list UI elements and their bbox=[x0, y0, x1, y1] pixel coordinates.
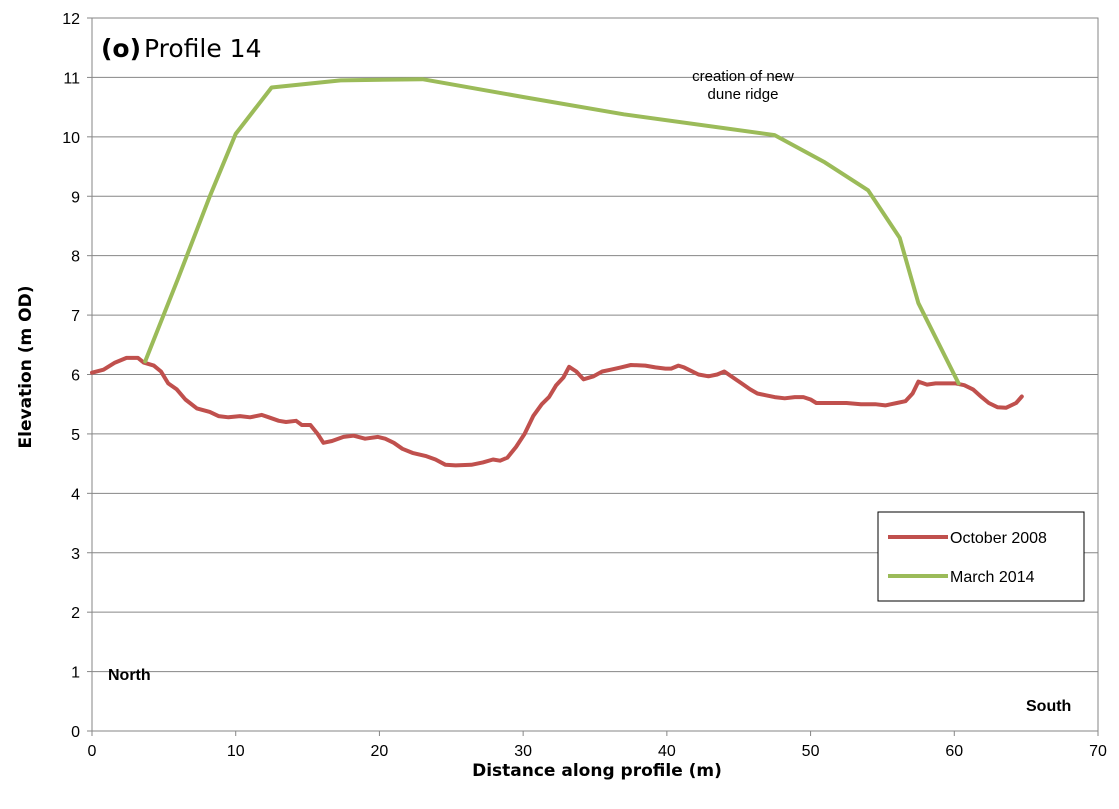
x-tick-label-60: 60 bbox=[945, 743, 963, 760]
x-tick-labels: 0 10 20 30 40 50 60 70 bbox=[88, 743, 1107, 760]
y-tick-label-5: 5 bbox=[71, 427, 80, 444]
x-tick-label-50: 50 bbox=[802, 743, 820, 760]
legend-box bbox=[877, 511, 1085, 602]
x-tick-label-40: 40 bbox=[658, 743, 676, 760]
y-tick-label-9: 9 bbox=[71, 189, 80, 206]
y-tick-label-7: 7 bbox=[71, 308, 80, 325]
y-tick-label-2: 2 bbox=[71, 605, 80, 622]
y-tick-label-12: 12 bbox=[62, 11, 80, 28]
x-tick-label-20: 20 bbox=[371, 743, 389, 760]
direction-south: South bbox=[1026, 698, 1071, 715]
y-tick-label-6: 6 bbox=[71, 368, 80, 385]
series-lines bbox=[90, 77, 1024, 468]
y-tick-label-10: 10 bbox=[62, 130, 80, 147]
series-line-october-2008 bbox=[90, 355, 1024, 468]
annotation-ridge-line2: dune ridge bbox=[708, 86, 779, 103]
annotation-ridge-line1: creation of new bbox=[692, 68, 794, 85]
legend-label-october-2008: October 2008 bbox=[950, 530, 1047, 547]
legend-label-march-2014: March 2014 bbox=[950, 569, 1035, 586]
x-tick-label-70: 70 bbox=[1089, 743, 1107, 760]
horizontal-gridlines bbox=[92, 17, 1098, 673]
x-tick-label-0: 0 bbox=[88, 743, 97, 760]
y-tick-label-1: 1 bbox=[71, 665, 80, 682]
x-tick-label-10: 10 bbox=[227, 743, 245, 760]
x-tick-label-30: 30 bbox=[514, 743, 532, 760]
y-tick-label-3: 3 bbox=[71, 546, 80, 563]
panel-label: (o) bbox=[101, 34, 141, 63]
legend: October 2008 March 2014 bbox=[877, 511, 1085, 602]
y-tick-label-11: 11 bbox=[63, 70, 80, 87]
x-axis-title: Distance along profile (m) bbox=[472, 761, 722, 781]
y-axis-title: Elevation (m OD) bbox=[16, 286, 36, 449]
y-tick-label-0: 0 bbox=[71, 724, 80, 741]
series-line-march-2014 bbox=[143, 77, 961, 386]
chart-title: Profile 14 bbox=[144, 34, 262, 63]
y-tick-label-8: 8 bbox=[71, 249, 80, 266]
y-tick-label-4: 4 bbox=[71, 486, 80, 503]
direction-north: North bbox=[108, 667, 151, 684]
